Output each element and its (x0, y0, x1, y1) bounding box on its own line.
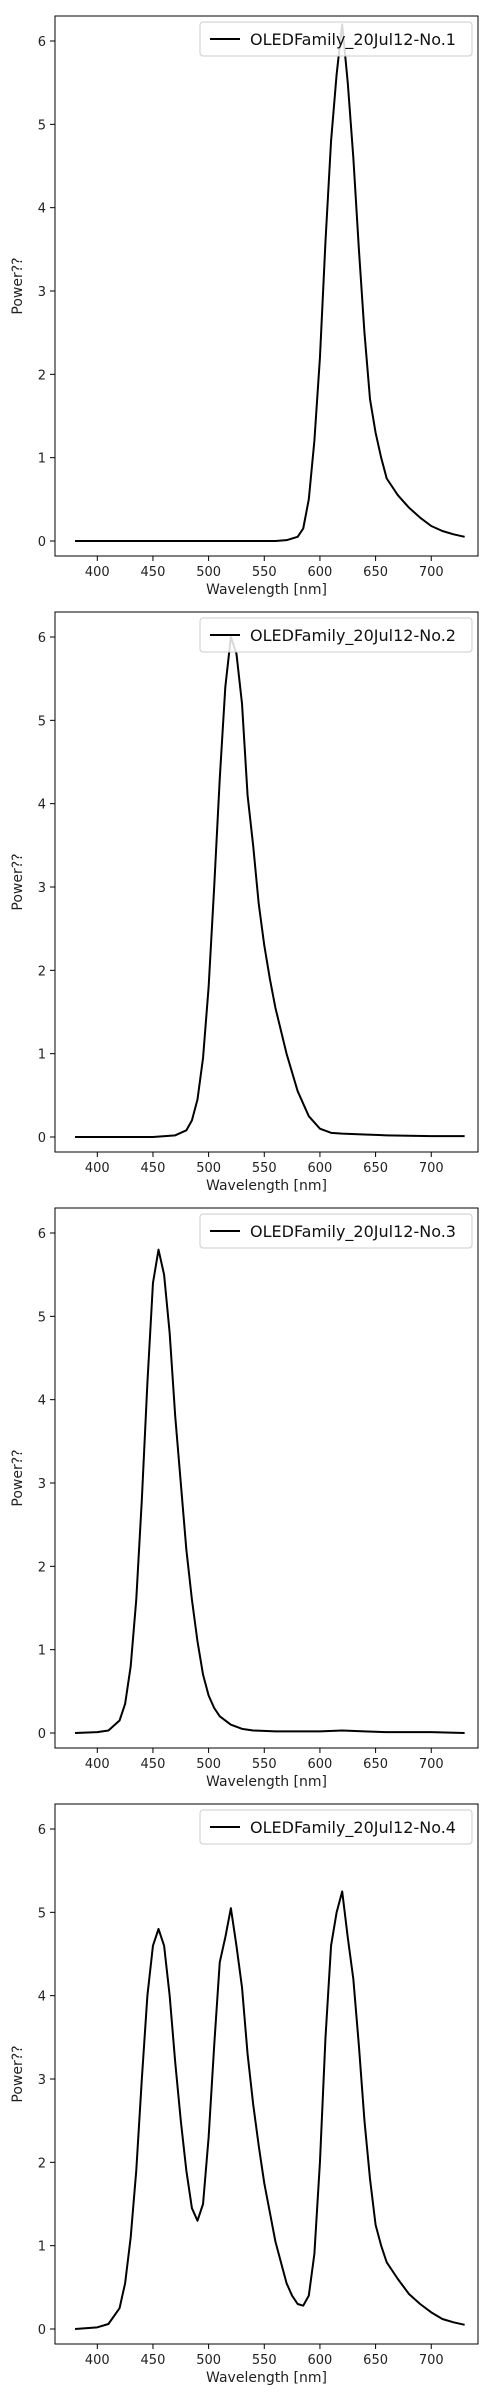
x-tick-label: 500 (196, 1161, 221, 1176)
y-tick-label: 5 (38, 118, 46, 133)
x-tick-label: 400 (85, 1161, 110, 1176)
x-tick-label: 650 (363, 1161, 388, 1176)
x-axis-label: Wavelength [nm] (206, 1774, 327, 1790)
legend-entry-label: OLEDFamily_20Jul12-No.2 (250, 626, 456, 646)
x-tick-label: 600 (308, 1161, 333, 1176)
y-tick-label: 5 (38, 714, 46, 729)
y-tick-label: 3 (38, 2073, 46, 2088)
series-line (75, 24, 465, 541)
x-tick-label: 600 (308, 565, 333, 580)
x-tick-label: 450 (141, 565, 166, 580)
x-tick-label: 450 (141, 2353, 166, 2368)
x-tick-label: 550 (252, 1161, 277, 1176)
x-tick-label: 500 (196, 1757, 221, 1772)
chart-panel-1: 400 450 500 550 600 650 700 0 1 2 3 4 5 6 Wavelength [… (10, 16, 478, 598)
y-tick-label: 4 (38, 798, 46, 813)
x-tick-label: 650 (363, 565, 388, 580)
chart-panel-4: 400 450 500 550 600 650 700 0 1 2 3 4 5 6 Wavelength [… (10, 1804, 478, 2386)
x-tick-label: 400 (85, 1757, 110, 1772)
axes-frame (55, 1804, 478, 2344)
x-tick-label: 650 (363, 2353, 388, 2368)
y-tick-label: 6 (38, 1227, 46, 1242)
x-axis-label: Wavelength [nm] (206, 2370, 327, 2386)
y-tick-label: 2 (38, 964, 46, 979)
x-tick-label: 550 (252, 2353, 277, 2368)
y-tick-label: 0 (38, 1131, 46, 1146)
y-axis-label: Power?? (10, 2045, 26, 2102)
x-tick-label: 400 (85, 2353, 110, 2368)
y-tick-label: 0 (38, 535, 46, 550)
y-tick-label: 0 (38, 2323, 46, 2338)
y-axis-label: Power?? (10, 257, 26, 314)
y-tick-label: 6 (38, 1823, 46, 1838)
x-tick-label: 400 (85, 565, 110, 580)
y-tick-label: 1 (38, 452, 46, 467)
x-axis-label: Wavelength [nm] (206, 1178, 327, 1194)
y-tick-label: 3 (38, 1477, 46, 1492)
series-line (75, 637, 465, 1137)
chart-panel-3: 400 450 500 550 600 650 700 0 1 2 3 4 5 6 Wavelength [… (10, 1208, 478, 1790)
x-tick-label: 650 (363, 1757, 388, 1772)
x-tick-label: 700 (419, 2353, 444, 2368)
y-tick-label: 4 (38, 1990, 46, 2005)
y-tick-label: 5 (38, 1310, 46, 1325)
x-tick-label: 600 (308, 1757, 333, 1772)
series-line (75, 1250, 465, 1733)
axes-frame (55, 16, 478, 556)
y-tick-label: 0 (38, 1727, 46, 1742)
y-tick-label: 4 (38, 202, 46, 217)
axes-frame (55, 1208, 478, 1748)
x-tick-label: 500 (196, 2353, 221, 2368)
x-tick-label: 450 (141, 1161, 166, 1176)
y-tick-label: 2 (38, 1560, 46, 1575)
y-tick-label: 3 (38, 285, 46, 300)
x-tick-label: 550 (252, 565, 277, 580)
x-tick-label: 700 (419, 1161, 444, 1176)
legend-entry-label: OLEDFamily_20Jul12-No.4 (250, 1818, 456, 1838)
series-line (75, 1892, 465, 2330)
chart-panel-2: 400 450 500 550 600 650 700 0 1 2 3 4 5 6 Wavelength [… (10, 612, 478, 1194)
legend-entry-label: OLEDFamily_20Jul12-No.3 (250, 1222, 456, 1242)
y-tick-label: 2 (38, 2156, 46, 2171)
legend-entry-label: OLEDFamily_20Jul12-No.1 (250, 30, 456, 50)
y-tick-label: 6 (38, 35, 46, 50)
x-tick-label: 600 (308, 2353, 333, 2368)
y-tick-label: 4 (38, 1394, 46, 1409)
y-tick-label: 2 (38, 368, 46, 383)
y-tick-label: 1 (38, 2240, 46, 2255)
y-tick-label: 1 (38, 1048, 46, 1063)
x-tick-label: 500 (196, 565, 221, 580)
x-tick-label: 550 (252, 1757, 277, 1772)
y-tick-label: 3 (38, 881, 46, 896)
x-tick-label: 700 (419, 565, 444, 580)
axes-frame (55, 612, 478, 1152)
y-tick-label: 6 (38, 631, 46, 646)
y-axis-label: Power?? (10, 853, 26, 910)
y-tick-label: 5 (38, 1906, 46, 1921)
y-tick-label: 1 (38, 1644, 46, 1659)
y-axis-label: Power?? (10, 1449, 26, 1506)
x-axis-label: Wavelength [nm] (206, 582, 327, 598)
x-tick-label: 700 (419, 1757, 444, 1772)
x-tick-label: 450 (141, 1757, 166, 1772)
